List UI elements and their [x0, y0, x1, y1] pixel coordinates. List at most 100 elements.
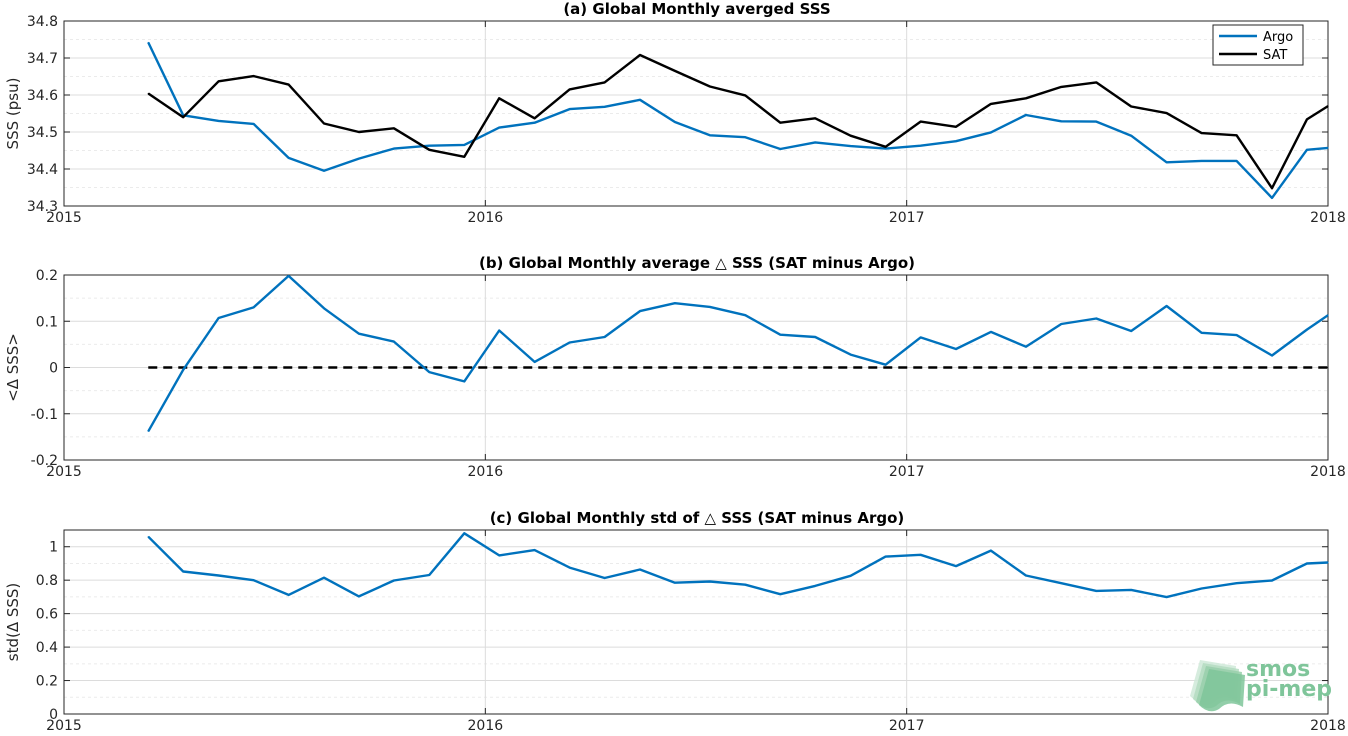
- data-point: [1025, 97, 1027, 99]
- data-point: [1166, 161, 1168, 163]
- data-point: [779, 122, 781, 124]
- logo-wave-shape: [1199, 669, 1245, 712]
- data-point: [674, 582, 676, 584]
- data-point: [814, 141, 816, 143]
- data-point: [1025, 346, 1027, 348]
- y-tick-label: 1: [49, 540, 58, 556]
- data-point: [990, 103, 992, 105]
- data-point: [358, 333, 360, 335]
- data-point: [218, 80, 220, 82]
- axes-box: [63, 529, 1329, 715]
- y-tick-label: 34.3: [27, 199, 58, 215]
- data-point: [218, 574, 220, 577]
- data-point: [1201, 160, 1203, 162]
- data-point: [569, 108, 571, 110]
- logo-mark: [1190, 660, 1245, 712]
- data-point: [779, 148, 781, 150]
- data-point: [955, 565, 957, 567]
- y-tick-label: 34.8: [27, 14, 58, 30]
- x-tick-label: 2017: [889, 210, 925, 226]
- data-point: [885, 148, 887, 150]
- data-point: [919, 336, 922, 339]
- data-point: [287, 594, 290, 596]
- data-point: [463, 532, 465, 534]
- chart-title: (a) Global Monthly averged SSS: [563, 0, 830, 18]
- x-tick-label: 2015: [46, 464, 82, 480]
- chart-a: 2015 2016 2017 2018 34.3 34.4 34.5 34.6 34.7 34.8…: [4, 0, 1346, 226]
- data-point: [1095, 590, 1097, 592]
- data-point: [1025, 574, 1027, 577]
- y-tick-label: 34.5: [27, 125, 58, 141]
- data-point: [1130, 105, 1132, 108]
- data-point: [534, 117, 536, 119]
- data-point: [744, 314, 746, 316]
- data-point: [814, 117, 816, 119]
- data-point: [463, 156, 465, 158]
- y-tick-label: 0.2: [36, 268, 58, 284]
- x-tick-label: 2016: [468, 718, 504, 734]
- y-axis-label: <Δ SSS>: [4, 333, 22, 402]
- data-point: [287, 84, 290, 86]
- data-point: [850, 353, 852, 356]
- x-tick-label: 2015: [46, 210, 82, 226]
- data-point: [463, 380, 465, 382]
- data-point: [1166, 596, 1168, 598]
- data-point: [253, 306, 255, 308]
- y-tick-label: 0.8: [36, 573, 58, 589]
- data-point: [323, 122, 325, 125]
- data-point: [1327, 314, 1329, 316]
- x-tick-label: 2016: [468, 210, 504, 226]
- chart-b: 2015 2016 2017 2018 -0.2 -0.1 0 0.1 0.2 (b) Globa…: [4, 254, 1346, 480]
- data-point: [990, 331, 992, 333]
- data-point: [1235, 160, 1238, 162]
- data-point: [147, 92, 149, 95]
- panels: 2015 2016 2017 2018 34.3 34.4 34.5 34.6 34.7 34.8…: [4, 0, 1346, 734]
- data-point: [744, 94, 746, 96]
- data-point: [498, 126, 500, 129]
- data-point: [850, 135, 852, 137]
- y-tick-label: 34.4: [27, 162, 58, 178]
- data-point: [1327, 147, 1329, 149]
- data-point: [1235, 334, 1238, 336]
- series-line-delta-sss: [147, 532, 1328, 599]
- data-point: [919, 121, 922, 123]
- data-point: [1271, 354, 1273, 357]
- data-point: [639, 99, 641, 101]
- data-point: [919, 145, 922, 147]
- data-point: [814, 336, 816, 338]
- data-point: [709, 306, 711, 308]
- y-tick-label: 34.7: [27, 51, 58, 67]
- data-point: [1306, 328, 1308, 331]
- data-point: [182, 570, 184, 573]
- data-point: [428, 574, 430, 576]
- data-point: [955, 140, 957, 142]
- data-point: [1130, 589, 1132, 591]
- data-point: [1060, 120, 1062, 122]
- data-point: [393, 341, 395, 343]
- data-point: [1166, 305, 1168, 307]
- data-point: [1306, 149, 1308, 151]
- data-point: [569, 88, 571, 91]
- data-point: [1271, 197, 1273, 199]
- data-point: [709, 134, 711, 136]
- legend-label-argo: Argo: [1263, 30, 1293, 45]
- series-line-argo: [147, 41, 1328, 200]
- data-point: [1201, 132, 1203, 134]
- data-point: [428, 371, 430, 373]
- data-point: [1306, 118, 1308, 121]
- data-point: [639, 568, 641, 571]
- data-point: [885, 364, 887, 366]
- data-point: [218, 120, 220, 122]
- series-line-delta-sss: [147, 275, 1328, 432]
- x-tick-label: 2016: [468, 464, 504, 480]
- data-point: [569, 567, 571, 569]
- logo-line2: pi-mep: [1246, 677, 1332, 702]
- y-tick-label: -0.1: [31, 407, 58, 423]
- data-point: [885, 146, 887, 148]
- data-point: [1095, 121, 1097, 123]
- data-point: [603, 577, 606, 579]
- legend-label-sat: SAT: [1263, 48, 1287, 63]
- legend: Argo SAT: [1212, 24, 1304, 66]
- data-point: [1166, 112, 1168, 114]
